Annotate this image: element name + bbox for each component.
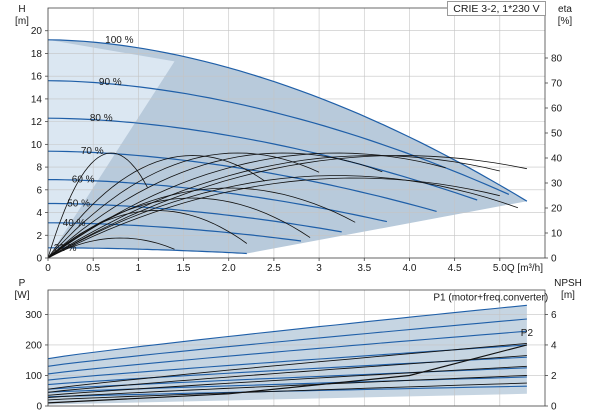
y-right-tick-label: 10 (551, 229, 563, 240)
efficiency-curve (47, 152, 148, 259)
p2-power-curve (47, 375, 527, 398)
efficiency-curve (47, 152, 383, 259)
efficiency-curve (47, 155, 266, 259)
y-left-tick-label: 2 (36, 231, 42, 242)
p-tick-label: 0 (36, 402, 42, 413)
head-curve (47, 80, 510, 195)
speed-label: 70 % (81, 146, 104, 157)
p-axis-label: P (19, 278, 26, 289)
y-left-tick-label: 20 (31, 26, 43, 37)
x-tick-label: 4.0 (403, 263, 417, 274)
y-right-tick-label: 60 (551, 104, 563, 115)
p1-power-curve (47, 330, 527, 375)
x-tick-label: 2.0 (222, 263, 236, 274)
npsh-tick-label: 6 (551, 310, 557, 321)
y-left-tick-label: 4 (36, 208, 42, 219)
y-left-tick-label: 16 (31, 72, 43, 83)
x-tick-label: 4.5 (448, 263, 462, 274)
p2-power-curve (47, 365, 527, 396)
y-right-tick-label: 30 (551, 179, 563, 190)
y-right-tick-label: 80 (551, 54, 563, 65)
x-tick-label: 1.5 (177, 263, 191, 274)
p-tick-label: 300 (25, 310, 42, 321)
y-right-tick-label: 20 (551, 204, 563, 215)
x-tick-label: 2.5 (267, 263, 281, 274)
lower-plot-frame (47, 289, 546, 407)
efficiency-curve (47, 155, 527, 259)
head-curve (47, 39, 528, 202)
y-right-axis-unit: [%] (558, 16, 573, 27)
speed-label: 100 % (105, 35, 133, 46)
p1-power-curve (47, 304, 527, 360)
y-left-tick-label: 10 (31, 140, 43, 151)
efficiency-curve (47, 175, 519, 259)
npsh-tick-label: 4 (551, 340, 557, 351)
x-tick-label: 5.0 (493, 263, 507, 274)
efficiency-curve (47, 177, 500, 259)
y-left-tick-label: 0 (36, 254, 42, 265)
x-axis-label: Q [m³/h] (507, 263, 543, 274)
p-tick-label: 100 (25, 371, 42, 382)
npsh-axis-unit: [m] (561, 290, 575, 301)
speed-label: 90 % (99, 77, 122, 88)
x-tick-label: 1 (136, 263, 142, 274)
p2-power-curve (47, 342, 527, 390)
series-label: P1 (motor+freq.converter) (433, 293, 548, 304)
y-left-axis-label: H (18, 4, 25, 15)
npsh-tick-label: 0 (551, 402, 557, 413)
efficiency-curve (47, 155, 500, 259)
speed-label: 40 % (63, 218, 86, 229)
efficiency-curve (47, 152, 320, 259)
head-curve (47, 150, 437, 212)
head-curve (47, 117, 478, 201)
y-left-tick-label: 8 (36, 163, 42, 174)
x-tick-label: 0.5 (86, 263, 100, 274)
speed-label: 21 % (54, 243, 77, 254)
y-right-tick-label: 70 (551, 79, 563, 90)
series-label: P2 (521, 328, 534, 339)
y-left-tick-label: 18 (31, 49, 43, 60)
speed-label: 80 % (90, 113, 113, 124)
speed-label: 60 % (72, 175, 95, 186)
y-right-axis-label: eta (558, 4, 572, 15)
y-right-tick-label: 40 (551, 154, 563, 165)
x-tick-label: 3.5 (357, 263, 371, 274)
p-axis-unit: [W] (15, 290, 30, 301)
x-tick-label: 3 (316, 263, 322, 274)
y-left-tick-label: 6 (36, 185, 42, 196)
y-right-tick-label: 0 (551, 254, 557, 265)
chart-title: CRIE 3-2, 1*230 V (447, 1, 546, 16)
p2-power-curve (47, 355, 527, 393)
p1-power-curve (47, 318, 527, 367)
head-curve (48, 202, 342, 233)
efficiency-curve (47, 210, 248, 259)
npsh-curve (47, 344, 528, 404)
y-left-tick-label: 12 (31, 117, 43, 128)
npsh-axis-label: NPSH (554, 278, 582, 289)
efficiency-curve (47, 237, 175, 259)
y-left-axis-unit: [m] (15, 16, 29, 27)
x-tick-label: 0 (45, 263, 51, 274)
p-tick-label: 200 (25, 340, 42, 351)
head-curve (48, 247, 247, 255)
y-left-tick-label: 14 (31, 94, 43, 105)
npsh-tick-label: 2 (551, 371, 557, 382)
p2-power-curve (47, 382, 527, 401)
speed-label: 50 % (67, 198, 90, 209)
y-right-tick-label: 50 (551, 129, 563, 140)
